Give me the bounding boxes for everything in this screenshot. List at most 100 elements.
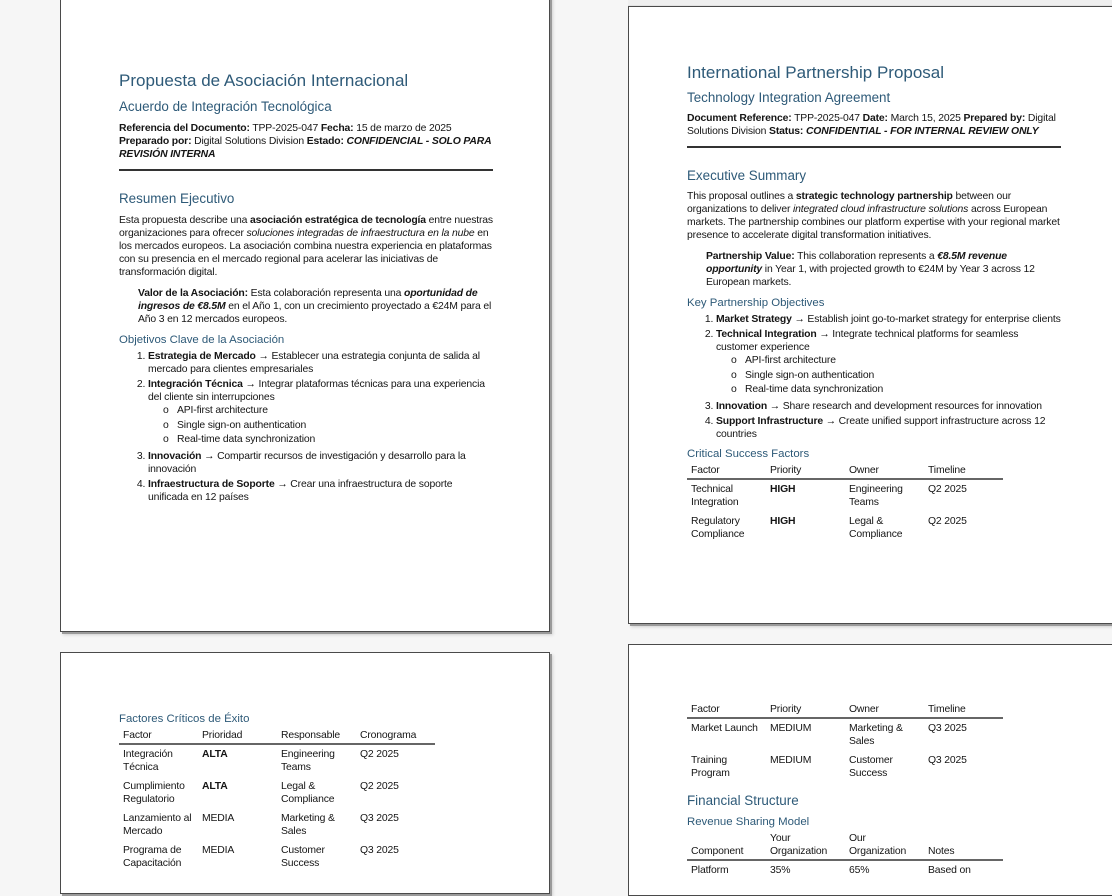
table-cell: Marketing & Sales bbox=[849, 723, 903, 747]
item-text: → Establish joint go-to-market strategy … bbox=[791, 314, 1061, 325]
page-en-2: Factor Priority Owner Timeline Market Launch… bbox=[628, 644, 1112, 896]
text: entre nuestras organizaciones para ofrec… bbox=[119, 215, 493, 239]
table-row: Lanzamiento al Mercado MEDIA Marketing & S… bbox=[119, 809, 435, 841]
table-cell: Training Program bbox=[691, 755, 730, 779]
table-cell: MEDIA bbox=[202, 813, 235, 824]
item-text: → Integrar plataformas técnicas para una… bbox=[148, 379, 485, 403]
doc-meta: Referencia del Documento: TPP-2025-047 F… bbox=[119, 122, 493, 161]
bold-text: Valor de la Asociación: bbox=[138, 288, 248, 299]
table-cell: Q2 2025 bbox=[928, 483, 967, 495]
column-header: Priority bbox=[766, 703, 845, 719]
text: This proposal outlines a bbox=[687, 191, 796, 202]
text: This collaboration represents a bbox=[794, 251, 938, 262]
meta-value: Digital Solutions Division bbox=[191, 136, 307, 147]
item-title: Technical Integration bbox=[716, 329, 817, 340]
table-row: Technical Integration HIGH Engineering Tea… bbox=[687, 479, 1003, 512]
bold-text: Partnership Value: bbox=[706, 251, 795, 262]
meta-label: Estado: bbox=[306, 136, 344, 147]
text: in Year 1, with projected growth to €24M… bbox=[706, 264, 1035, 288]
doc-title: Propuesta de Asociación Internacional bbox=[119, 71, 409, 90]
meta-value: March 15, 2025 bbox=[887, 113, 964, 124]
column-header: Priority bbox=[766, 463, 845, 480]
meta-label: Preparado por: bbox=[119, 136, 192, 147]
meta-label: Referencia del Documento: bbox=[119, 123, 250, 134]
table-cell: HIGH bbox=[770, 483, 796, 495]
table-header-row: Component Your Organization Our Organizati… bbox=[687, 832, 1003, 861]
doc-en-content: International Partnership Proposal Techn… bbox=[687, 63, 1061, 544]
meta-label: Prepared by: bbox=[963, 113, 1026, 124]
subsection-heading: Factores Críticos de Éxito bbox=[119, 713, 250, 725]
table-cell: Q2 2025 bbox=[360, 749, 399, 760]
bold-text: asociación estratégica de tecnología bbox=[249, 215, 426, 226]
list-item: Innovation → Share research and developm… bbox=[716, 400, 1061, 413]
table-cell: Legal & Compliance bbox=[281, 781, 335, 805]
success-factors-table: Factor Priority Owner Timeline Technical Int… bbox=[687, 463, 1003, 544]
column-header: Factor bbox=[687, 463, 766, 480]
doc-title: International Partnership Proposal bbox=[687, 63, 945, 82]
table-row: Regulatory Compliance HIGH Legal & Complia… bbox=[687, 512, 1003, 544]
list-item: Integración Técnica → Integrar plataform… bbox=[148, 378, 493, 448]
item-text: → Integrate technical platforms for seam… bbox=[716, 329, 1019, 353]
value-callout: Valor de la Asociación: Esta colaboració… bbox=[119, 287, 493, 326]
doc-es-content: Propuesta de Asociación Internacional Ac… bbox=[119, 71, 493, 506]
table-row: Cumplimiento Regulatorio ALTA Legal & Comp… bbox=[119, 777, 435, 809]
column-header: Our Organization bbox=[845, 832, 924, 861]
table-cell: MEDIA bbox=[202, 845, 235, 856]
subsection-heading: Key Partnership Objectives bbox=[687, 297, 825, 309]
text: en el Año 1, con un crecimiento proyecta… bbox=[138, 301, 492, 325]
table-row: Integración Técnica ALTA Engineering Teams… bbox=[119, 744, 435, 777]
table-row: Market Launch MEDIUM Marketing & Sales Q3 2… bbox=[687, 718, 1003, 751]
item-text: → Create unified support infrastructure … bbox=[716, 415, 1046, 440]
table-header-row: Factor Priority Owner Timeline bbox=[687, 703, 1003, 719]
text: across European markets. The partnership… bbox=[687, 204, 1060, 241]
table-cell: Q2 2025 bbox=[360, 781, 399, 792]
column-header: Factor bbox=[119, 729, 198, 745]
subsection-heading: Revenue Sharing Model bbox=[687, 816, 810, 828]
table-cell: ALTA bbox=[202, 781, 228, 792]
column-header: Prioridad bbox=[198, 729, 277, 745]
list-item: Technical Integration → Integrate techni… bbox=[716, 328, 1061, 398]
column-header: Your Organization bbox=[766, 832, 845, 861]
column-header: Notes bbox=[924, 832, 1003, 861]
meta-label: Status: bbox=[769, 126, 804, 137]
sub-list: API-first architectureSingle sign-on aut… bbox=[716, 354, 1061, 398]
list-item: Market Strategy → Establish joint go-to-… bbox=[716, 313, 1061, 326]
doc-subtitle: Technology Integration Agreement bbox=[687, 90, 891, 105]
table-cell: Q3 2025 bbox=[928, 723, 967, 734]
doc-es-content-2: Factores Críticos de Éxito Factor Priorid… bbox=[119, 711, 493, 873]
objectives-list: Market Strategy → Establish joint go-to-… bbox=[687, 313, 1061, 441]
column-header: Cronograma bbox=[356, 729, 435, 745]
success-factors-table: Factor Prioridad Responsable Cronograma Inte… bbox=[119, 729, 435, 873]
table-cell: Legal & Compliance bbox=[849, 515, 903, 540]
doc-meta: Document Reference: TPP-2025-047 Date: M… bbox=[687, 112, 1061, 138]
viewer-toolbar-edge bbox=[628, 0, 1112, 6]
divider bbox=[687, 146, 1061, 148]
sub-list-item: Single sign-on authentication bbox=[731, 369, 1061, 384]
column-header: Responsable bbox=[277, 729, 356, 745]
sub-list-item: Single sign-on authentication bbox=[163, 419, 493, 434]
table-cell: Market Launch bbox=[691, 723, 758, 734]
table-cell: Customer Success bbox=[281, 845, 325, 869]
table-cell: MEDIUM bbox=[770, 755, 812, 766]
revenue-sharing-table: Component Your Organization Our Organizati… bbox=[687, 832, 1003, 880]
table-cell: Cumplimiento Regulatorio bbox=[123, 781, 185, 805]
page-en-1: International Partnership Proposal Techn… bbox=[628, 6, 1112, 624]
table-cell: Based on bbox=[928, 865, 971, 876]
item-title: Support Infrastructure bbox=[716, 415, 823, 427]
text: between our organizations to deliver bbox=[687, 191, 1012, 215]
table-cell: Engineering Teams bbox=[281, 749, 335, 773]
summary-paragraph: Esta propuesta describe una asociación e… bbox=[119, 214, 493, 279]
doc-subtitle: Acuerdo de Integración Tecnológica bbox=[119, 99, 332, 114]
success-factors-table-continued: Factor Priority Owner Timeline Market Launch… bbox=[687, 703, 1003, 783]
page-es-1: Propuesta de Asociación Internacional Ac… bbox=[60, 0, 550, 632]
table-cell: Lanzamiento al Mercado bbox=[123, 813, 192, 837]
sub-list-item: API-first architecture bbox=[163, 404, 493, 419]
column-header: Timeline bbox=[924, 703, 1003, 719]
item-title: Innovation bbox=[716, 400, 768, 412]
page-es-2: Factores Críticos de Éxito Factor Priorid… bbox=[60, 652, 550, 894]
table-cell: Programa de Capacitación bbox=[123, 845, 182, 869]
table-cell: 65% bbox=[849, 865, 870, 876]
meta-label: Fecha: bbox=[320, 123, 354, 134]
summary-paragraph: This proposal outlines a strategic techn… bbox=[687, 190, 1061, 242]
table-cell: Integración Técnica bbox=[123, 749, 173, 773]
